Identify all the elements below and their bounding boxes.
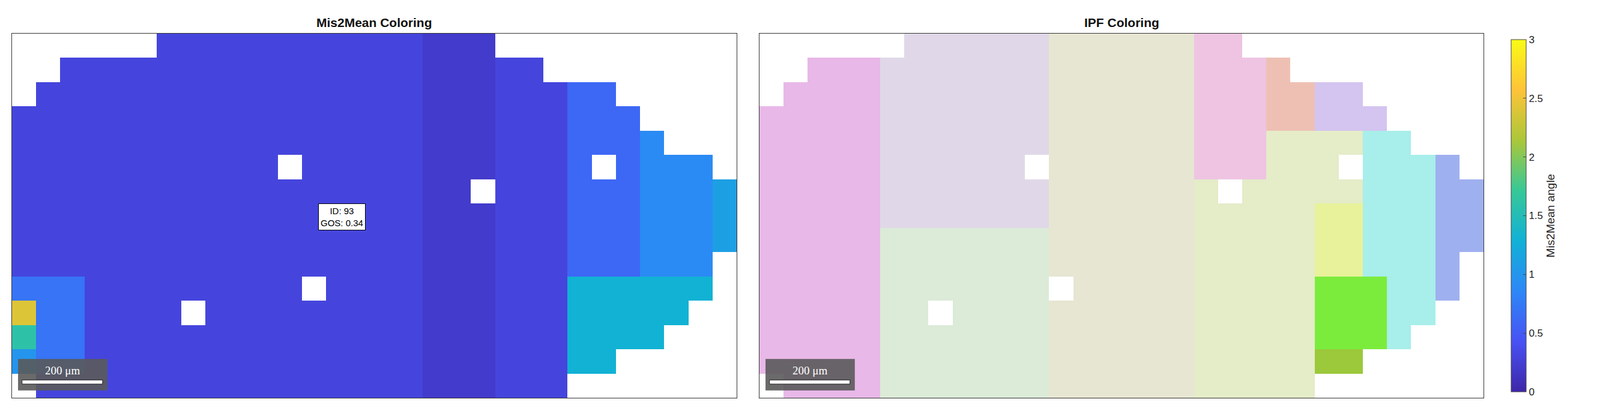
svg-text:ID: 93GOS: 0.34: ID: 93GOS: 0.34 [320,205,364,229]
svg-text:2.5: 2.5 [1528,93,1543,105]
svg-text:1.5: 1.5 [1528,210,1543,222]
svg-text:2: 2 [1528,151,1534,164]
svg-text:200 μm: 200 μm [45,364,80,378]
svg-text:Mis2Mean Coloring: Mis2Mean Coloring [316,15,433,30]
svg-text:Mis2Mean angle: Mis2Mean angle [1544,174,1557,258]
svg-text:IPF Coloring: IPF Coloring [1084,15,1160,30]
svg-text:200 μm: 200 μm [792,364,828,378]
svg-text:1: 1 [1528,268,1534,281]
svg-text:0: 0 [1528,386,1534,399]
svg-text:3: 3 [1528,34,1534,46]
svg-text:0.5: 0.5 [1528,327,1543,340]
